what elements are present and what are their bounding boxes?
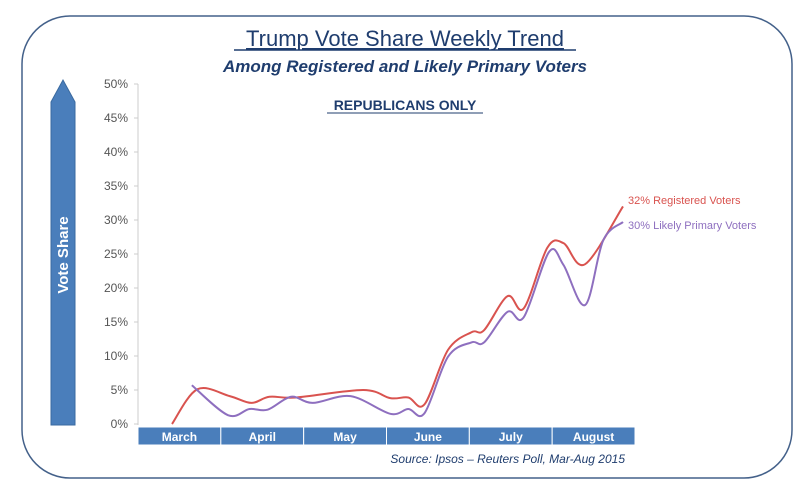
month-label: May	[333, 430, 357, 444]
series-end-label: 32% Registered Voters	[628, 195, 741, 207]
chart-subtitle: Among Registered and Likely Primary Vote…	[222, 57, 587, 76]
y-tick-label: 30%	[104, 213, 128, 227]
y-axis-label: Vote Share	[55, 216, 72, 293]
chart-annotation: REPUBLICANS ONLY	[334, 97, 477, 113]
y-tick-label: 15%	[104, 315, 128, 329]
ylabel-arrow: Vote Share	[51, 80, 75, 425]
y-tick-label: 25%	[104, 247, 128, 261]
y-tick-label: 35%	[104, 179, 128, 193]
y-tick-label: 10%	[104, 349, 128, 363]
month-label: March	[162, 430, 197, 444]
y-tick-label: 40%	[104, 145, 128, 159]
month-label: April	[249, 430, 276, 444]
series-end-label: 30% Likely Primary Voters	[628, 220, 757, 232]
source-note: Source: Ipsos – Reuters Poll, Mar-Aug 20…	[390, 452, 625, 466]
month-label: June	[414, 430, 442, 444]
month-label: August	[573, 430, 614, 444]
y-tick-label: 0%	[111, 417, 129, 431]
chart-title: Trump Vote Share Weekly Trend	[246, 26, 564, 51]
month-label: July	[499, 430, 523, 444]
y-tick-label: 45%	[104, 111, 128, 125]
y-tick-label: 20%	[104, 281, 128, 295]
y-tick-label: 50%	[104, 77, 128, 91]
y-tick-label: 5%	[111, 383, 129, 397]
